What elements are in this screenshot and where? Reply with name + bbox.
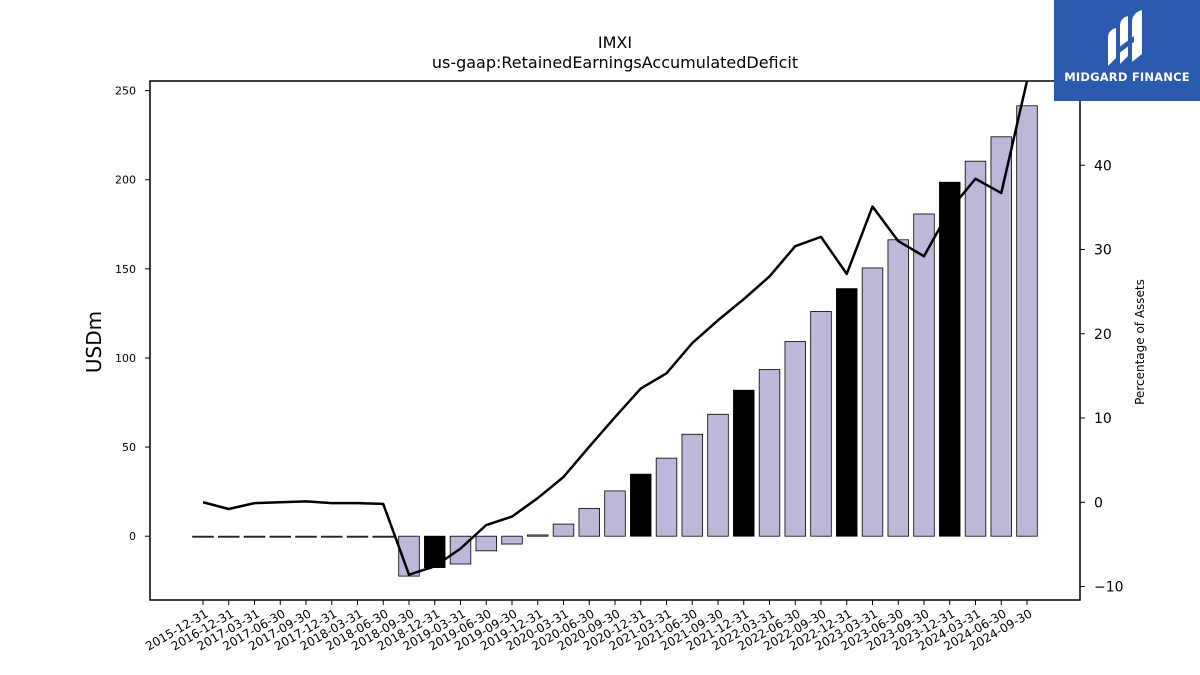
bar [501,535,523,545]
bar [913,213,935,537]
bar [398,535,420,577]
bar [552,523,575,537]
bar [243,535,266,538]
bar [295,535,317,538]
bar [604,490,626,537]
bar-series [192,105,1038,577]
y-left-tick-label: 150 [115,263,136,276]
y-left-tick-label: 200 [115,174,136,187]
bar [630,473,652,537]
y-left-tick-label: 100 [115,352,136,365]
bar [218,535,240,538]
midgard-finance-logo: MIDGARD FINANCE [1054,0,1200,101]
line-series [202,80,1029,576]
y-axis-right: −10 0 10 20 30 40 [1080,158,1124,596]
bar [655,457,678,537]
bar [758,369,781,537]
chart-title: IMXI [598,33,632,52]
y-right-tick-label: 30 [1094,243,1112,259]
bar [964,160,987,537]
y-right-tick-label: −10 [1094,580,1124,596]
bar [346,535,369,538]
y-axis-right-label: Percentage of Assets [1133,279,1147,405]
bar [269,535,291,538]
bar [810,311,832,537]
bar [836,288,858,537]
y-right-tick-label: 0 [1094,495,1103,511]
bar [578,507,600,537]
bar [1016,105,1038,537]
chart-subtitle: us-gaap:RetainedEarningsAccumulatedDefic… [432,53,798,72]
y-axis-left: 0 50 100 150 200 250 [115,85,150,543]
y-axis-left-label: USDm [82,311,106,373]
bar [321,535,343,538]
y-right-tick-label: 10 [1094,411,1112,427]
logo-text: MIDGARD FINANCE [1064,70,1190,84]
y-right-tick-label: 40 [1094,158,1112,174]
y-left-tick-label: 0 [129,530,136,543]
x-axis: 2015-12-312016-12-312017-03-312017-06-30… [143,600,1035,653]
bar [681,433,703,537]
line-path [202,80,1029,576]
bar [784,341,806,537]
bar [887,239,909,537]
bar [733,389,755,537]
bar [372,535,394,538]
y-right-tick-label: 20 [1094,327,1112,343]
bar [990,136,1012,537]
bar [192,535,214,538]
bar [861,267,884,537]
midgard-finance-logo-icon [1108,10,1142,66]
bar [475,535,497,552]
bar [527,534,549,537]
bar [939,181,961,537]
bar [707,413,729,537]
y-left-tick-label: 50 [122,441,136,454]
y-left-tick-label: 250 [115,85,136,98]
